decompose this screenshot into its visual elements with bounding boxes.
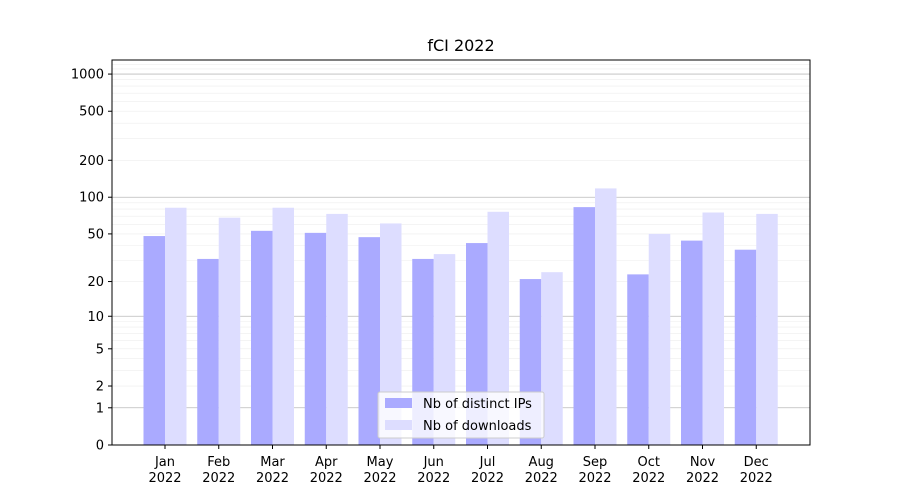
y-tick-label: 0: [96, 439, 104, 454]
bar-ips: [251, 230, 273, 445]
bar-downloads: [165, 207, 187, 445]
y-tick-label: 1000: [71, 68, 104, 83]
legend-box: [377, 391, 545, 439]
y-tick-label: 20: [87, 275, 104, 290]
bar-ips: [197, 258, 219, 445]
x-tick-label-month: May: [367, 455, 394, 470]
x-axis: Jan2022Feb2022Mar2022Apr2022May2022Jun20…: [148, 445, 773, 486]
bar-ips: [304, 232, 327, 445]
y-tick-label: 5: [96, 342, 104, 357]
legend-label-ips: Nb of distinct IPs: [423, 397, 532, 412]
bar-downloads: [326, 213, 348, 445]
x-tick-label-month: Apr: [315, 455, 338, 470]
chart-title: fCI 2022: [427, 36, 494, 55]
bar-ips: [627, 274, 649, 445]
bar-downloads: [595, 188, 617, 445]
y-axis: 0 1 2 5 10 20 50 100 200 500 1000: [71, 68, 112, 454]
x-tick-label-month: Mar: [260, 455, 285, 470]
x-tick-label-year: 2022: [740, 471, 773, 486]
x-tick-label-year: 2022: [525, 471, 558, 486]
x-tick-label-month: Nov: [690, 455, 716, 470]
x-tick-label-month: Oct: [638, 455, 660, 470]
y-tick-label: 100: [79, 191, 104, 206]
legend-swatch-downloads: [385, 420, 412, 430]
bars: [143, 188, 778, 445]
bar-ips: [681, 240, 703, 445]
bar-ips: [573, 207, 595, 445]
bar-downloads: [218, 217, 241, 445]
x-tick-label-year: 2022: [686, 471, 719, 486]
x-tick-label-month: Jan: [154, 455, 175, 470]
bar-downloads: [756, 213, 778, 445]
x-tick-label-month: Dec: [744, 455, 769, 470]
x-tick-label-month: Sep: [583, 455, 608, 470]
y-tick-label: 200: [79, 154, 104, 169]
bar-ips: [734, 249, 757, 445]
x-tick-label-month: Aug: [529, 455, 554, 470]
x-tick-label-month: Jun: [423, 455, 444, 470]
bar-ips: [358, 237, 380, 445]
plot-frame: [111, 59, 811, 446]
x-tick-label-year: 2022: [256, 471, 289, 486]
legend-label-downloads: Nb of downloads: [423, 419, 532, 434]
x-tick-label-month: Feb: [207, 455, 230, 470]
bar-downloads: [487, 211, 509, 445]
bar-downloads: [648, 233, 671, 445]
x-tick-label-month: Jul: [479, 455, 496, 470]
legend-swatch-ips: [385, 398, 412, 408]
x-tick-label-year: 2022: [363, 471, 396, 486]
bar-downloads: [380, 223, 402, 445]
y-tick-label: 50: [87, 227, 104, 242]
y-tick-label: 500: [79, 105, 104, 120]
bar-downloads: [272, 207, 294, 445]
x-tick-label-year: 2022: [202, 471, 235, 486]
x-tick-label-year: 2022: [148, 471, 181, 486]
y-tick-label: 10: [87, 310, 104, 325]
legend: Nb of distinct IPs Nb of downloads: [377, 391, 545, 439]
bar-downloads: [541, 272, 563, 445]
x-tick-label-year: 2022: [310, 471, 343, 486]
x-tick-label-year: 2022: [417, 471, 450, 486]
y-tick-label: 1: [96, 401, 104, 416]
x-tick-label-year: 2022: [632, 471, 665, 486]
y-tick-label: 2: [96, 380, 104, 395]
x-tick-label-year: 2022: [578, 471, 611, 486]
bar-downloads: [702, 212, 724, 445]
x-tick-label-year: 2022: [471, 471, 504, 486]
bar-ips: [143, 236, 165, 445]
